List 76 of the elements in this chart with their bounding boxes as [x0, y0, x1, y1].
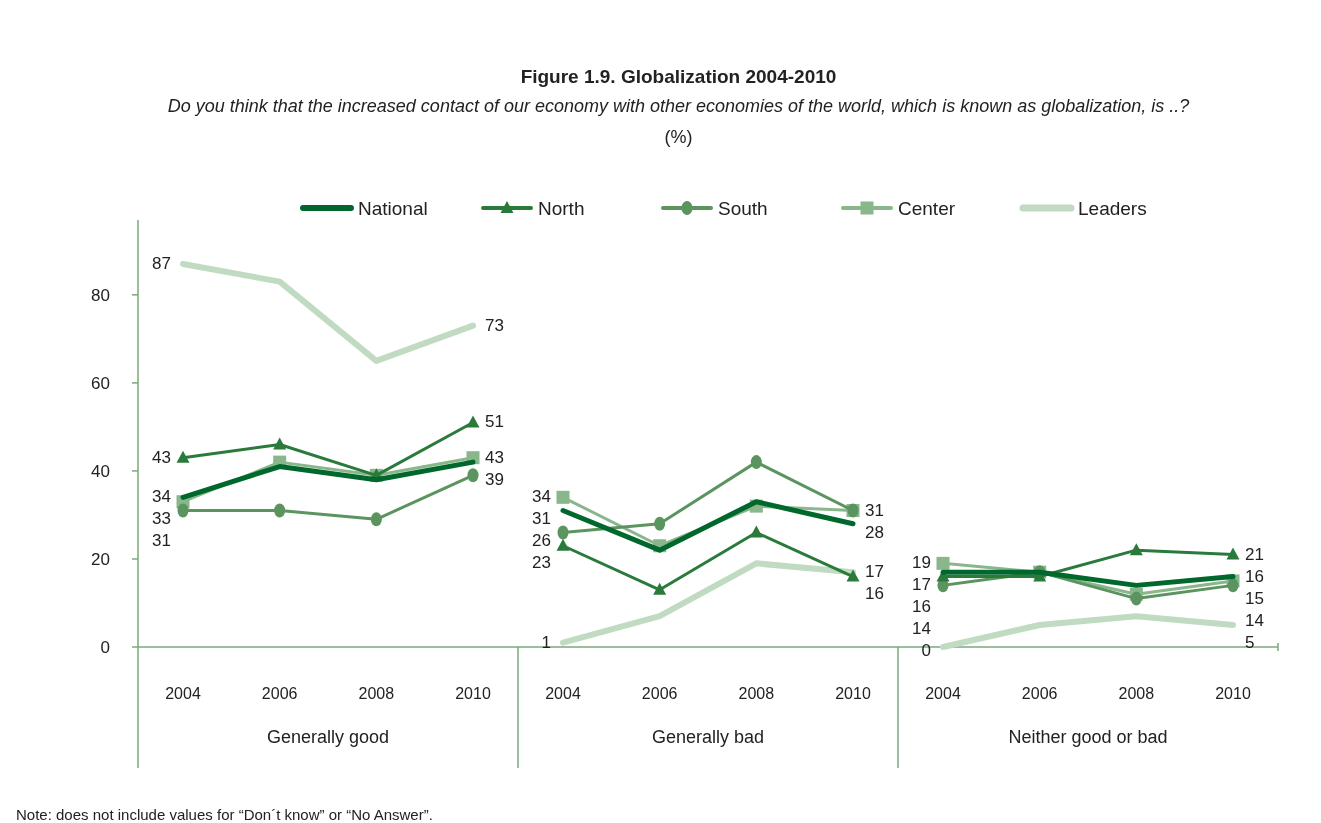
data-label: 73 [485, 315, 504, 335]
point [1129, 543, 1143, 556]
point [654, 516, 666, 531]
legend-label: National [358, 198, 428, 219]
y-tick-label: 20 [91, 549, 110, 569]
data-label: 43 [485, 447, 504, 467]
x-tick-label: 2008 [738, 685, 775, 702]
data-label: 34 [152, 487, 171, 507]
legend-label: North [538, 198, 585, 219]
data-label: 16 [912, 597, 931, 617]
point [556, 538, 570, 551]
data-label: 31 [865, 500, 884, 520]
point [1227, 578, 1239, 593]
x-axis-title: Generally bad [651, 727, 765, 747]
point [273, 437, 287, 450]
text: Figure 1.9. Globalization 2004-2010 [520, 66, 837, 87]
x-tick-label: 2010 [835, 685, 871, 702]
data-label: 14 [912, 619, 931, 639]
point [370, 512, 382, 527]
point [653, 582, 667, 595]
x-tick-label: 2008 [358, 685, 395, 702]
point [1130, 591, 1142, 606]
point [750, 455, 762, 470]
data-label: 26 [532, 531, 551, 551]
point [936, 556, 950, 570]
data-label: 87 [152, 254, 171, 274]
text: Note: does not include values for “Don´t know” or “No Answer”. [16, 806, 433, 823]
y-tick-label: 0 [100, 638, 110, 657]
x-tick-label: 2004 [925, 685, 961, 702]
x-tick-label: 2004 [545, 685, 581, 702]
point [274, 503, 286, 518]
text: Do you think that the increased contact of our economy with other economies of the world, which is known as globalization, is ..? (%) [167, 96, 1190, 147]
point [177, 503, 189, 518]
data-label: 19 [912, 553, 931, 573]
point [467, 468, 479, 483]
x-tick-label: 2006 [641, 685, 678, 702]
data-label: 51 [485, 412, 504, 432]
data-label: 31 [152, 531, 171, 551]
data-label: 43 [152, 447, 171, 467]
y-tick-label: 80 [91, 285, 110, 305]
data-label: 17 [912, 575, 931, 595]
x-tick-label: 2010 [1215, 685, 1251, 702]
point [176, 450, 190, 463]
data-label: 5 [1245, 632, 1255, 652]
x-tick-label: 2010 [455, 685, 491, 702]
data-label: 33 [152, 509, 171, 529]
x-axis-title: Generally good [266, 727, 390, 747]
point [556, 490, 570, 504]
legend-label: Leaders [1078, 198, 1147, 219]
data-label: 16 [865, 584, 884, 604]
data-label: 31 [532, 509, 551, 529]
x-axis-title: Neither good or bad [1008, 727, 1168, 747]
data-label: 17 [865, 562, 884, 582]
data-label: 14 [1245, 610, 1264, 630]
x-tick-label: 2008 [1118, 685, 1155, 702]
y-tick-label: 40 [91, 461, 110, 481]
x-tick-label: 2006 [261, 685, 298, 702]
x-tick-label: 2006 [1021, 685, 1058, 702]
point [466, 415, 480, 428]
data-label: 1 [541, 632, 551, 652]
point [749, 525, 763, 538]
data-label: 39 [485, 469, 504, 489]
data-label: 34 [532, 487, 551, 507]
data-label: 23 [532, 553, 551, 573]
data-label: 0 [921, 641, 931, 661]
legend-label: Center [898, 198, 956, 219]
y-tick-label: 60 [91, 373, 110, 393]
point [1226, 547, 1240, 560]
point [557, 525, 569, 540]
data-label: 21 [1245, 544, 1264, 564]
data-label: 28 [865, 522, 884, 542]
data-label: 16 [1245, 566, 1264, 586]
data-label: 15 [1245, 588, 1264, 608]
x-tick-label: 2004 [165, 685, 201, 702]
point [846, 569, 860, 582]
legend-label: South [718, 198, 768, 219]
